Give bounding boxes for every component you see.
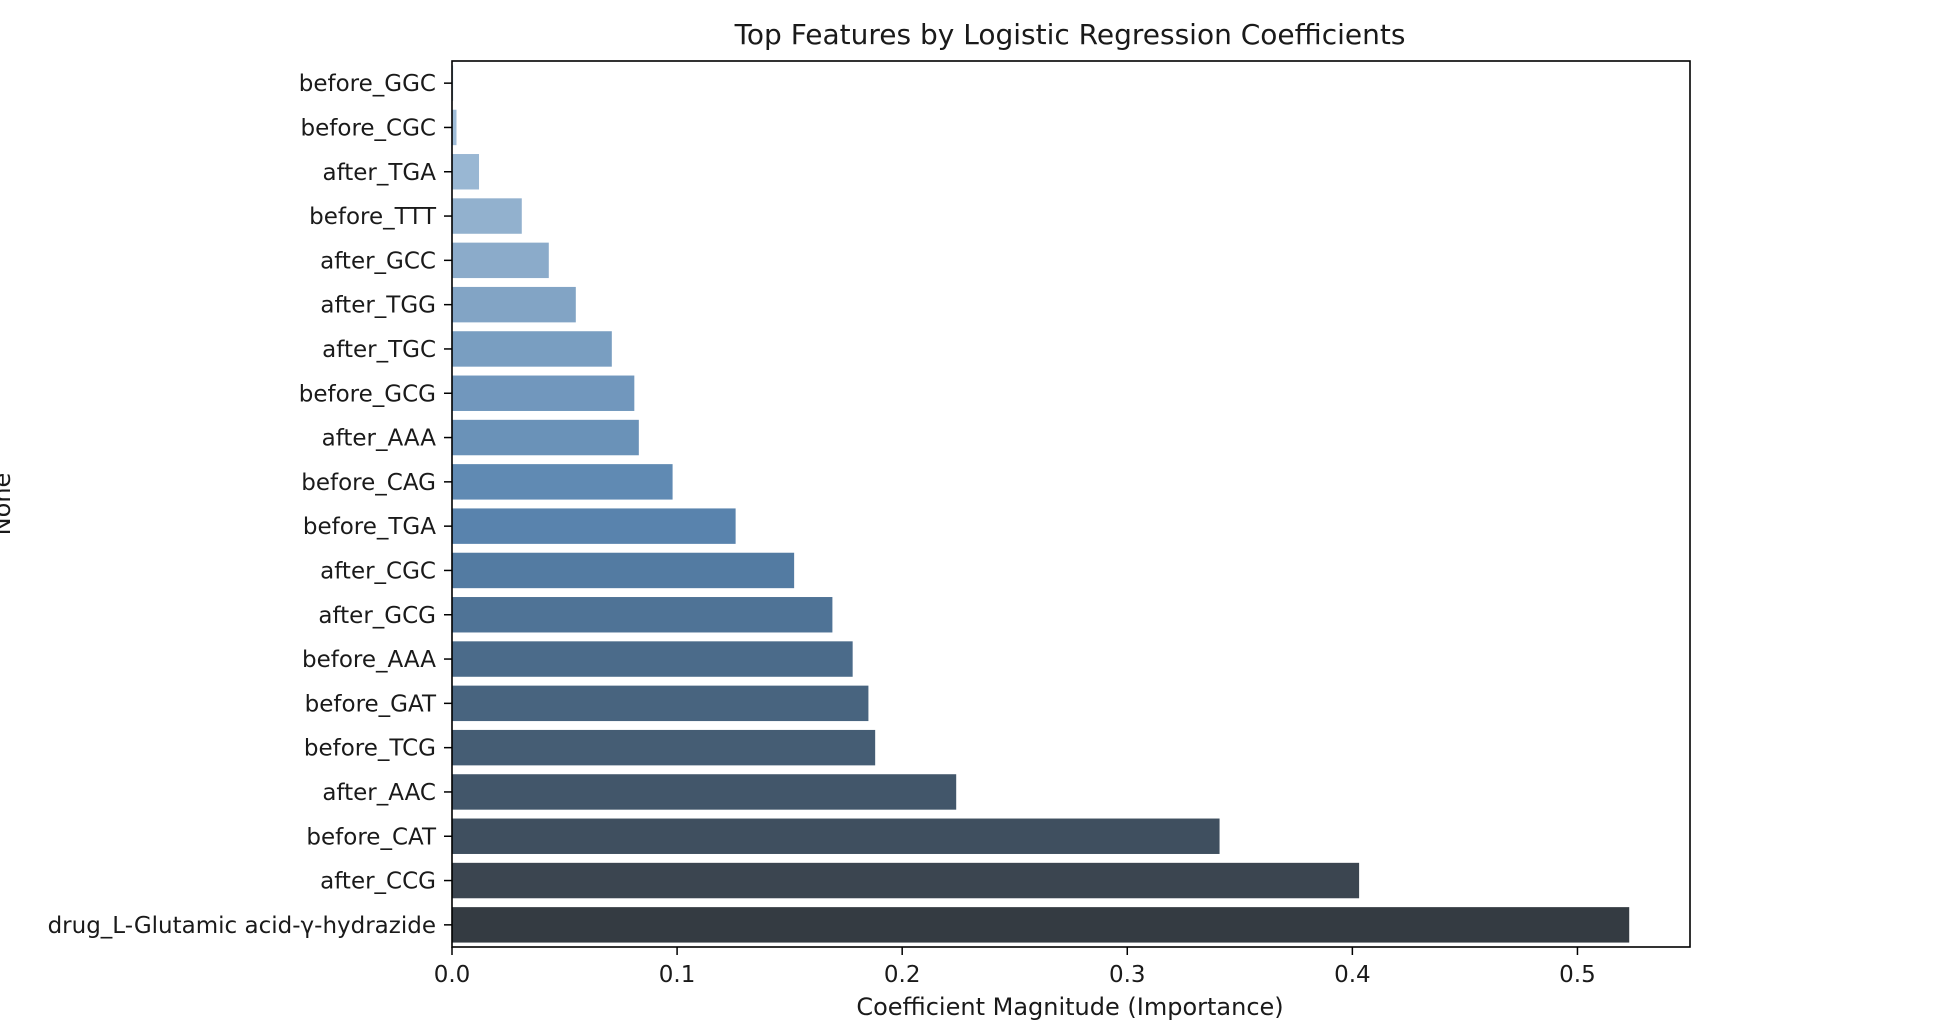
x-tick-label: 0.1	[659, 962, 696, 988]
y-tick-label: before_GGC	[299, 71, 436, 97]
y-tick-label: after_TGA	[322, 160, 436, 186]
y-tick-label: before_GCG	[299, 381, 436, 407]
y-tick-label: after_CGC	[320, 558, 436, 584]
y-tick-label: after_TGG	[320, 293, 436, 319]
bar	[452, 331, 612, 367]
plot-frame	[451, 60, 1691, 948]
y-axis-label: None	[0, 473, 16, 536]
y-tick-label: after_GCC	[320, 248, 436, 274]
bar	[452, 597, 833, 633]
y-tick-label: before_CGC	[301, 115, 436, 141]
x-axis-label: Coefficient Magnitude (Importance)	[856, 993, 1283, 1021]
bar	[452, 109, 457, 146]
y-tick-label: after_GCG	[318, 603, 436, 629]
x-tick-label: 0.2	[884, 962, 921, 988]
x-tick-label: 0.0	[434, 962, 471, 988]
bar	[452, 375, 635, 411]
bar	[452, 641, 853, 677]
bar	[452, 508, 736, 544]
chart-title: Top Features by Logistic Regression Coef…	[734, 18, 1406, 51]
x-tick-label: 0.4	[1334, 962, 1371, 988]
x-ticks-group: 0.0 0.1 0.2 0.3 0.4 0.5	[434, 947, 1596, 988]
bar	[452, 154, 480, 190]
bar	[452, 286, 576, 323]
y-tick-label: after_TGC	[322, 337, 436, 363]
bars-group	[452, 65, 1630, 943]
bar	[452, 907, 1630, 943]
y-tick-label: after_AAA	[322, 426, 437, 452]
y-tick-label: before_TCG	[304, 736, 436, 762]
bar	[452, 774, 957, 810]
y-tick-label: before_TGA	[303, 514, 436, 540]
bar	[452, 818, 1220, 854]
x-tick-label: 0.5	[1559, 962, 1596, 988]
y-ticks-group: before_GGC before_CGC after_TGA before_TTTa…	[48, 71, 452, 939]
bar	[452, 242, 549, 279]
y-tick-label: after_CCG	[320, 869, 436, 895]
y-tick-label: before_TTT	[309, 204, 437, 230]
y-tick-label: before_AAA	[302, 647, 436, 673]
bar	[452, 552, 795, 589]
bar	[452, 685, 869, 722]
y-tick-label: after_AAC	[322, 780, 436, 806]
x-tick-label: 0.3	[1109, 962, 1146, 988]
y-tick-label: before_CAT	[306, 824, 437, 850]
y-tick-label: before_GAT	[305, 691, 437, 717]
bar	[452, 198, 522, 234]
bar	[452, 419, 639, 456]
y-tick-label: drug_L-Glutamic acid-γ-hydrazide	[48, 913, 436, 939]
bar	[452, 464, 673, 500]
bar	[452, 862, 1360, 899]
bar	[452, 729, 876, 766]
y-tick-label: before_CAG	[301, 470, 436, 496]
